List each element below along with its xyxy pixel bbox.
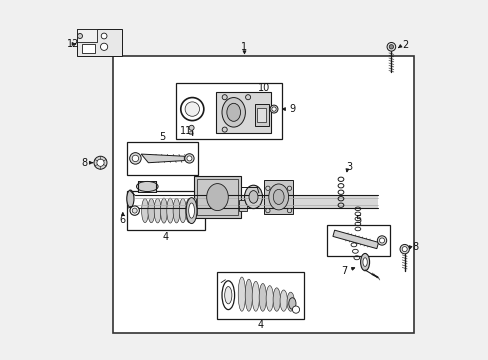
Ellipse shape [186, 198, 197, 224]
Ellipse shape [259, 284, 266, 311]
Text: 4: 4 [163, 232, 169, 242]
Ellipse shape [222, 281, 234, 310]
Bar [77, 29, 97, 42]
Text: 9: 9 [289, 104, 295, 114]
Ellipse shape [206, 184, 228, 211]
Circle shape [377, 236, 386, 245]
Bar [176, 83, 282, 139]
Text: 5: 5 [159, 132, 165, 142]
Bar [254, 104, 268, 126]
Ellipse shape [244, 279, 252, 311]
Circle shape [399, 244, 408, 254]
Circle shape [132, 208, 137, 213]
Text: 1: 1 [241, 42, 247, 52]
Circle shape [265, 208, 269, 213]
Circle shape [271, 107, 276, 111]
Text: 7: 7 [340, 266, 346, 276]
Bar [215, 92, 271, 133]
Ellipse shape [265, 286, 273, 311]
Ellipse shape [154, 198, 161, 223]
Circle shape [94, 156, 107, 169]
Bar [134, 195, 377, 208]
Ellipse shape [238, 277, 245, 311]
Ellipse shape [147, 198, 155, 223]
Circle shape [401, 247, 407, 252]
Ellipse shape [272, 288, 280, 311]
Ellipse shape [166, 198, 173, 223]
Circle shape [265, 186, 269, 190]
Circle shape [287, 186, 291, 190]
Circle shape [287, 208, 291, 213]
Ellipse shape [160, 198, 167, 223]
Bar [239, 200, 247, 211]
Circle shape [222, 95, 227, 100]
Polygon shape [141, 154, 184, 163]
Ellipse shape [362, 258, 366, 266]
Text: 5: 5 [355, 215, 361, 225]
Text: 4: 4 [257, 320, 263, 330]
Ellipse shape [286, 292, 294, 311]
Circle shape [379, 238, 384, 243]
Circle shape [185, 102, 199, 116]
Bar [187, 198, 195, 209]
Bar [326, 225, 389, 256]
Ellipse shape [126, 190, 134, 207]
Bar [82, 44, 95, 53]
Circle shape [292, 306, 299, 313]
Text: 3: 3 [346, 162, 351, 172]
Circle shape [130, 206, 139, 215]
Bar [194, 176, 241, 218]
Ellipse shape [173, 198, 180, 223]
Ellipse shape [273, 189, 284, 204]
Ellipse shape [142, 199, 148, 222]
Ellipse shape [179, 198, 186, 223]
Circle shape [386, 42, 395, 51]
Bar [127, 142, 197, 175]
Circle shape [269, 105, 277, 113]
Ellipse shape [185, 199, 192, 222]
Circle shape [189, 125, 194, 130]
Text: 8: 8 [411, 242, 417, 252]
Circle shape [186, 156, 192, 161]
Bar [217, 272, 303, 319]
Text: 2: 2 [401, 40, 407, 50]
Circle shape [132, 155, 139, 162]
Ellipse shape [244, 185, 262, 209]
Circle shape [245, 95, 250, 100]
Text: 11: 11 [180, 126, 192, 136]
Ellipse shape [280, 290, 287, 311]
Ellipse shape [288, 298, 295, 309]
Text: 10: 10 [258, 83, 270, 93]
Polygon shape [332, 230, 378, 249]
Ellipse shape [188, 203, 194, 218]
Ellipse shape [360, 253, 369, 271]
Circle shape [222, 127, 227, 132]
Circle shape [129, 153, 141, 164]
Bar [264, 180, 292, 214]
Circle shape [184, 154, 194, 163]
Ellipse shape [252, 282, 259, 311]
Ellipse shape [222, 98, 245, 127]
Ellipse shape [226, 103, 240, 121]
Bar [197, 179, 238, 215]
Ellipse shape [248, 190, 258, 203]
Bar [257, 108, 266, 122]
Circle shape [181, 98, 203, 121]
Circle shape [388, 45, 393, 49]
Bar [113, 56, 413, 333]
Text: 12: 12 [67, 39, 80, 49]
Circle shape [101, 33, 107, 39]
Bar [127, 191, 204, 230]
Ellipse shape [136, 181, 158, 192]
Text: 8: 8 [81, 158, 88, 168]
Circle shape [77, 33, 82, 39]
Circle shape [97, 159, 104, 166]
Circle shape [101, 43, 107, 50]
Ellipse shape [224, 287, 231, 304]
Bar [138, 181, 156, 192]
Bar [77, 29, 122, 56]
Text: 6: 6 [119, 215, 125, 225]
Ellipse shape [268, 184, 288, 210]
